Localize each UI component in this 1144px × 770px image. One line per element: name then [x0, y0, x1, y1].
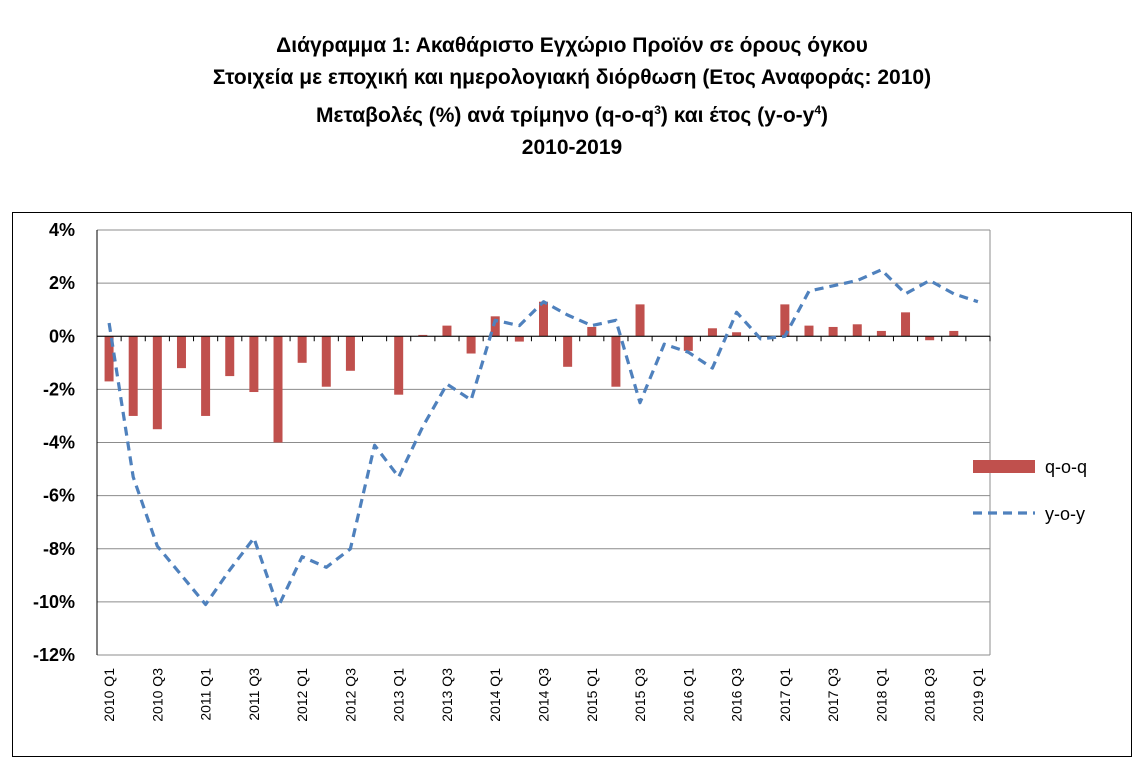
legend-label: y-o-y — [1045, 504, 1085, 524]
x-tick-label: 2011 Q3 — [246, 668, 262, 721]
y-tick-label: 4% — [49, 220, 75, 240]
chart-frame — [12, 212, 1132, 757]
bar-q-o-q — [249, 336, 259, 393]
x-tick-label: 2018 Q1 — [873, 668, 889, 722]
bar-q-o-q — [442, 325, 452, 337]
title-line-1: Διάγραμμα 1: Ακαθάριστο Εγχώριο Προϊόν σ… — [276, 34, 868, 57]
bar-q-o-q — [780, 304, 790, 337]
title-line-3: Μεταβολές (%) ανά τρίμηνο (q-o-q3) και έ… — [0, 94, 1144, 132]
bar-q-o-q — [804, 325, 814, 337]
bar-q-o-q — [539, 301, 548, 337]
bar-q-o-q — [876, 330, 886, 337]
title-line-3-part-a: Μεταβολές (%) ανά τρίμηνο (q-o-q — [315, 104, 655, 127]
bar-q-o-q — [490, 316, 500, 337]
bar-q-o-q — [394, 336, 404, 395]
bar-q-o-q — [225, 336, 235, 377]
x-tick-label: 2014 Q1 — [487, 668, 503, 722]
bar-q-o-q — [152, 336, 162, 430]
bar-q-o-q — [297, 336, 307, 363]
x-tick-label: 2013 Q3 — [439, 668, 455, 722]
x-tick-label: 2017 Q3 — [825, 668, 841, 722]
x-tick-label: 2011 Q1 — [198, 668, 214, 721]
bar-q-o-q — [925, 336, 935, 341]
bar-q-o-q — [683, 336, 693, 351]
bar-q-o-q — [345, 336, 355, 371]
bar-q-o-q — [176, 336, 186, 369]
x-tick-label: 2016 Q1 — [680, 668, 696, 722]
bar-q-o-q — [418, 334, 428, 337]
bar-q-o-q — [611, 336, 621, 387]
y-tick-label: -8% — [43, 539, 75, 559]
x-tick-label: 2010 Q1 — [101, 668, 117, 722]
chart-title: Διάγραμμα 1: Ακαθάριστο Εγχώριο Προϊόν σ… — [0, 30, 1144, 164]
bar-q-o-q — [949, 330, 959, 337]
x-tick-label: 2017 Q1 — [777, 668, 793, 722]
bar-q-o-q — [273, 336, 283, 443]
bar-q-o-q — [466, 336, 476, 354]
title-line-2: Στοιχεία με εποχική και ημερολογιακή διό… — [212, 66, 932, 89]
bar-q-o-q — [128, 336, 138, 416]
y-tick-label: -6% — [43, 486, 75, 506]
legend-swatch-q-o-q — [973, 460, 1035, 473]
bar-q-o-q — [852, 324, 862, 337]
title-line-3-part-b: ) και έτος (y-o-y — [660, 104, 815, 127]
y-tick-label: 2% — [49, 273, 75, 293]
y-tick-label: -10% — [33, 592, 75, 612]
bar-q-o-q — [635, 304, 645, 337]
y-tick-label: -2% — [43, 379, 75, 399]
bar-q-o-q — [732, 332, 742, 337]
y-tick-label: -12% — [33, 645, 75, 665]
bar-q-o-q — [828, 326, 838, 337]
title-line-4: 2010-2019 — [521, 136, 623, 159]
line-y-o-y — [107, 268, 979, 609]
bar-q-o-q — [563, 336, 573, 367]
y-tick-label: 0% — [49, 326, 75, 346]
x-tick-label: 2014 Q3 — [536, 668, 552, 722]
x-tick-label: 2012 Q3 — [342, 668, 358, 722]
title-footnote-3: 3 — [654, 103, 661, 117]
y-tick-label: -4% — [43, 433, 75, 453]
bar-q-o-q — [514, 336, 524, 342]
bar-q-o-q — [201, 336, 211, 416]
x-tick-label: 2015 Q3 — [632, 668, 648, 722]
title-line-3-part-c: ) — [821, 104, 829, 127]
title-footnote-4: 4 — [814, 103, 822, 117]
bar-q-o-q — [104, 336, 114, 382]
x-tick-label: 2010 Q3 — [149, 668, 165, 722]
bar-q-o-q — [321, 336, 331, 387]
x-tick-label: 2013 Q1 — [391, 668, 407, 722]
x-tick-label: 2016 Q3 — [729, 668, 745, 722]
bar-q-o-q — [707, 328, 717, 337]
bar-q-o-q — [901, 312, 911, 337]
x-tick-label: 2012 Q1 — [294, 668, 310, 722]
x-tick-label: 2019 Q1 — [970, 668, 986, 722]
legend-label: q-o-q — [1045, 457, 1087, 477]
bar-q-o-q — [587, 326, 597, 337]
x-tick-label: 2018 Q3 — [922, 668, 938, 722]
x-tick-label: 2015 Q1 — [584, 668, 600, 722]
